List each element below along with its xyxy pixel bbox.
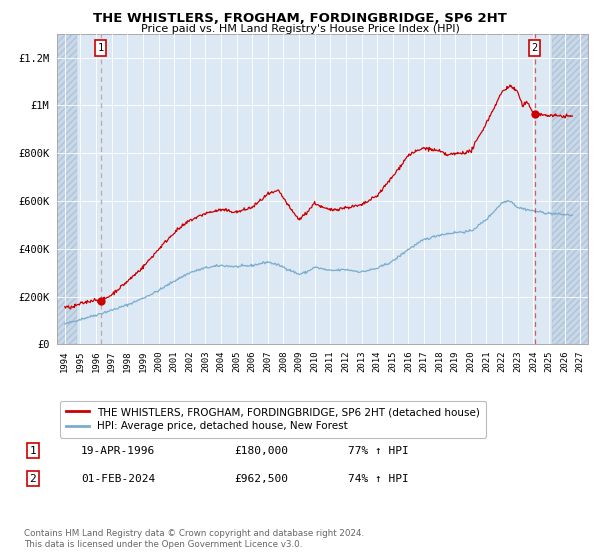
Bar bbox=[552, 34, 588, 344]
Text: THE WHISTLERS, FROGHAM, FORDINGBRIDGE, SP6 2HT: THE WHISTLERS, FROGHAM, FORDINGBRIDGE, S… bbox=[93, 12, 507, 25]
Bar bbox=[57, 34, 77, 344]
Text: 2: 2 bbox=[29, 474, 37, 484]
Text: 01-FEB-2024: 01-FEB-2024 bbox=[81, 474, 155, 484]
Text: Price paid vs. HM Land Registry's House Price Index (HPI): Price paid vs. HM Land Registry's House … bbox=[140, 24, 460, 34]
Text: 77% ↑ HPI: 77% ↑ HPI bbox=[348, 446, 409, 456]
Legend: THE WHISTLERS, FROGHAM, FORDINGBRIDGE, SP6 2HT (detached house), HPI: Average pr: THE WHISTLERS, FROGHAM, FORDINGBRIDGE, S… bbox=[59, 401, 486, 437]
Text: Contains HM Land Registry data © Crown copyright and database right 2024.
This d: Contains HM Land Registry data © Crown c… bbox=[24, 529, 364, 549]
Text: £962,500: £962,500 bbox=[234, 474, 288, 484]
Bar bbox=[57, 34, 77, 344]
Text: 2: 2 bbox=[532, 43, 538, 53]
Text: 1: 1 bbox=[29, 446, 37, 456]
Text: 74% ↑ HPI: 74% ↑ HPI bbox=[348, 474, 409, 484]
Text: 19-APR-1996: 19-APR-1996 bbox=[81, 446, 155, 456]
Text: £180,000: £180,000 bbox=[234, 446, 288, 456]
Text: 1: 1 bbox=[98, 43, 104, 53]
Bar bbox=[552, 34, 588, 344]
